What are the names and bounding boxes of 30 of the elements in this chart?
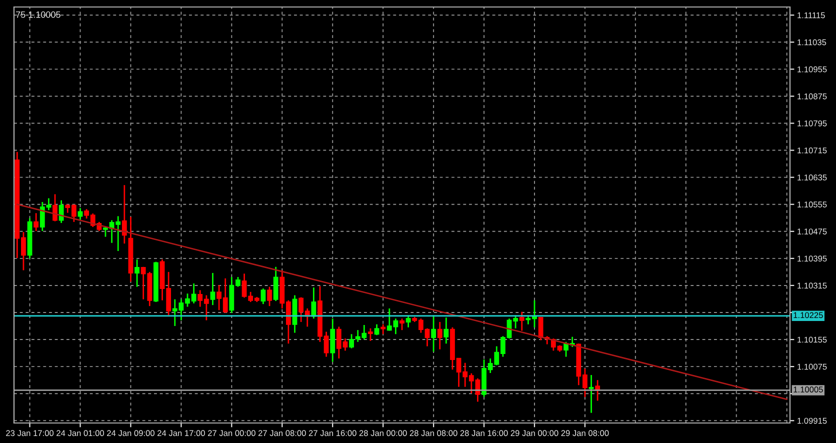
- y-tick-label: 1.10475: [798, 228, 827, 234]
- y-tick-label: 1.10315: [798, 282, 827, 289]
- y-tick-label: 1.10795: [798, 120, 827, 126]
- x-tick-label: 24 Jan 17:00: [158, 430, 205, 436]
- x-tick-label: 27 Jan 00:00: [208, 430, 256, 436]
- ref-line-label: 1.10005: [794, 386, 823, 392]
- x-tick-label: 28 Jan 08:00: [410, 430, 458, 436]
- y-tick-label: 1.10395: [798, 256, 827, 262]
- annotation: 75 1.10005: [16, 11, 60, 18]
- y-tick-label: 1.10155: [798, 336, 827, 343]
- y-tick-label: 1.10555: [798, 202, 827, 208]
- y-tick-label: 1.10715: [798, 147, 827, 154]
- x-tick-label: 29 Jan 08:00: [561, 430, 609, 436]
- x-tick-label: 28 Jan 16:00: [460, 430, 508, 436]
- ref-line-label: 1.10225: [794, 312, 823, 318]
- x-tick-label: 28 Jan 00:00: [359, 430, 407, 436]
- x-tick-label: 27 Jan 16:00: [308, 430, 356, 436]
- y-tick-label: 1.10875: [798, 93, 827, 100]
- x-tick-label: 23 Jan 17:00: [6, 430, 54, 436]
- y-tick-label: 1.10075: [798, 364, 827, 370]
- y-tick-label: 1.10635: [798, 174, 827, 180]
- x-tick-label: 29 Jan 00:00: [510, 430, 558, 436]
- x-tick-label: 24 Jan 09:00: [107, 430, 154, 436]
- y-tick-label: 1.10955: [798, 66, 827, 72]
- x-tick-label: 27 Jan 08:00: [258, 430, 306, 436]
- candlestick: [368, 328, 373, 342]
- y-tick-label: 1.09915: [798, 418, 827, 424]
- y-tick-label: 1.11115: [798, 12, 825, 18]
- x-tick-label: 24 Jan 01:00: [56, 430, 104, 436]
- y-tick-label: 1.11035: [798, 39, 826, 46]
